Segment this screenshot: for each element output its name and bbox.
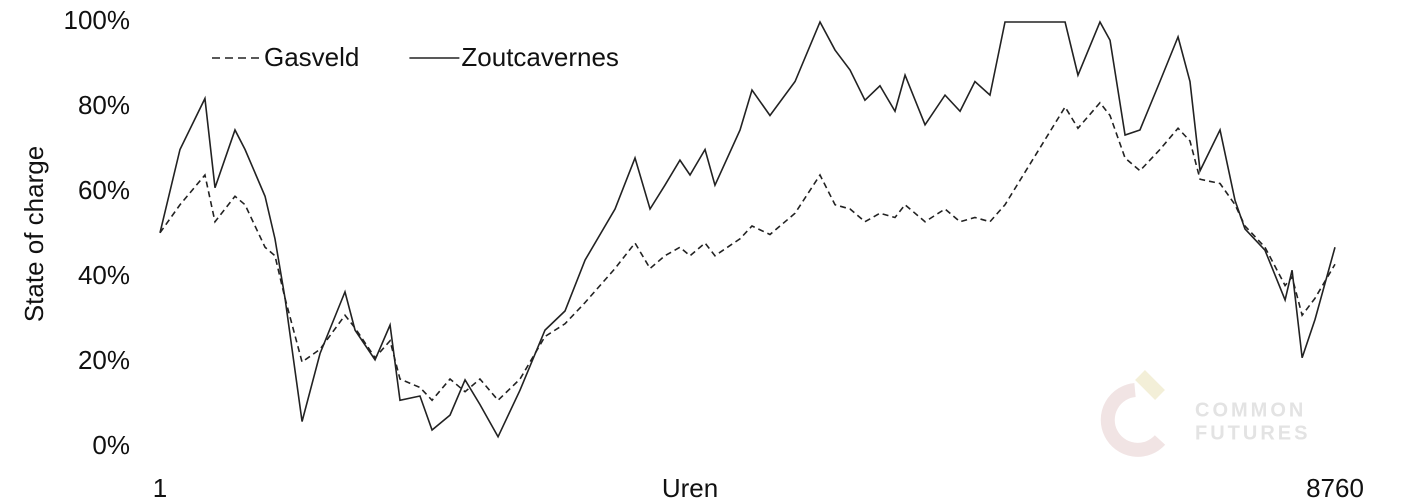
y-tick-label: 40% <box>78 260 130 290</box>
y-tick-label: 0% <box>92 430 130 460</box>
watermark-logo <box>1100 383 1166 457</box>
series-line <box>159 20 1336 439</box>
legend-label: Zoutcavernes <box>461 42 619 72</box>
y-tick-label: 20% <box>78 345 130 375</box>
y-tick-label: 60% <box>78 175 130 205</box>
legend-label: Gasveld <box>264 42 359 72</box>
watermark-text: FUTURES <box>1195 422 1310 444</box>
x-tick-label: 8760 <box>1306 473 1364 503</box>
series-line <box>159 101 1336 402</box>
x-axis-label: Uren <box>662 473 718 503</box>
watermark-logo <box>1135 370 1165 400</box>
y-tick-label: 80% <box>78 90 130 120</box>
x-tick-label: 1 <box>153 473 167 503</box>
watermark: COMMON FUTURES <box>1100 370 1310 457</box>
watermark-text: COMMON <box>1195 399 1306 421</box>
y-tick-label: 100% <box>64 5 131 35</box>
y-axis-label: State of charge <box>19 146 49 322</box>
